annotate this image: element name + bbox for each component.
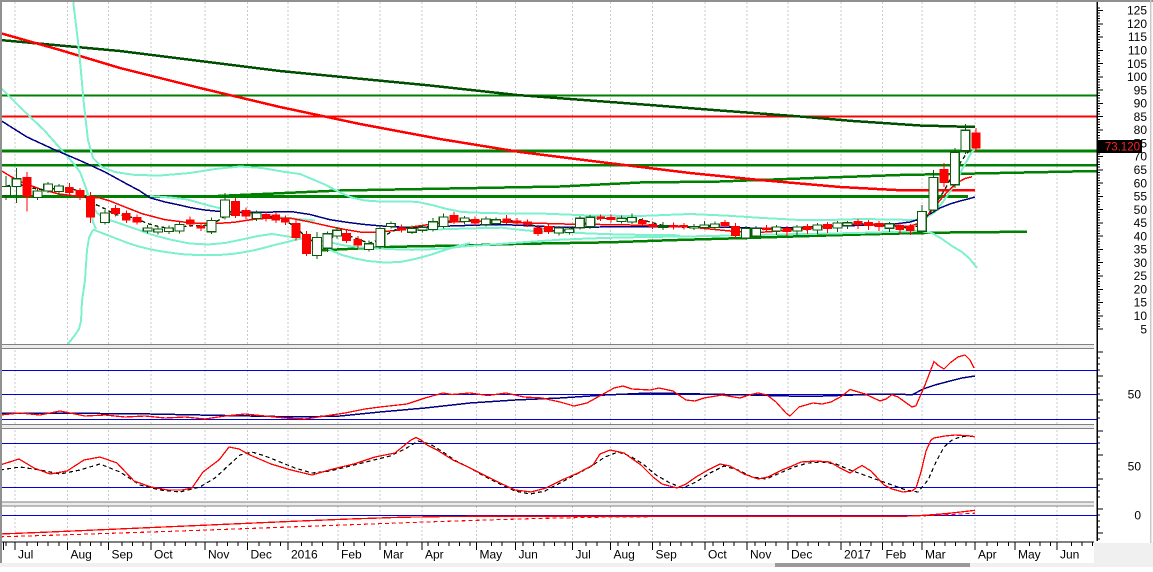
svg-text:50: 50 <box>1134 203 1148 217</box>
svg-text:Mar: Mar <box>925 548 946 562</box>
svg-text:73.120: 73.120 <box>1105 142 1140 154</box>
svg-text:5: 5 <box>1140 322 1147 336</box>
svg-text:Apr: Apr <box>978 548 997 562</box>
svg-text:Sep: Sep <box>656 548 678 562</box>
svg-text:Mar: Mar <box>383 548 404 562</box>
svg-text:35: 35 <box>1134 243 1148 257</box>
svg-text:Jun: Jun <box>519 548 538 562</box>
svg-text:Dec: Dec <box>791 548 812 562</box>
svg-text:100: 100 <box>1127 70 1147 84</box>
svg-text:Oct: Oct <box>708 548 727 562</box>
svg-text:2017: 2017 <box>844 548 871 562</box>
svg-text:Nov: Nov <box>208 548 229 562</box>
svg-text:90: 90 <box>1134 97 1148 111</box>
svg-text:55: 55 <box>1134 190 1148 204</box>
svg-text:110: 110 <box>1128 44 1147 58</box>
svg-text:125: 125 <box>1127 4 1147 18</box>
svg-text:Sep: Sep <box>112 548 134 562</box>
svg-text:0: 0 <box>1134 509 1141 523</box>
svg-text:Aug: Aug <box>614 548 635 562</box>
svg-text:Jul: Jul <box>576 548 591 562</box>
svg-text:80: 80 <box>1134 123 1148 137</box>
svg-text:Jul: Jul <box>18 548 33 562</box>
svg-text:45: 45 <box>1134 216 1148 230</box>
svg-text:Dec: Dec <box>251 548 272 562</box>
svg-text:20: 20 <box>1134 283 1148 297</box>
svg-text:120: 120 <box>1127 17 1147 31</box>
svg-text:Feb: Feb <box>341 548 362 562</box>
svg-text:30: 30 <box>1134 256 1148 270</box>
svg-text:Feb: Feb <box>886 548 907 562</box>
svg-text:70: 70 <box>1134 150 1148 164</box>
svg-text:105: 105 <box>1127 57 1147 71</box>
svg-text:May: May <box>480 548 503 562</box>
svg-text:Oct: Oct <box>154 548 173 562</box>
svg-text:Jun: Jun <box>1060 548 1079 562</box>
svg-text:Aug: Aug <box>71 548 92 562</box>
svg-text:15: 15 <box>1134 296 1148 310</box>
svg-text:25: 25 <box>1134 269 1148 283</box>
svg-text:40: 40 <box>1134 229 1148 243</box>
svg-text:Nov: Nov <box>750 548 771 562</box>
svg-text:10: 10 <box>1134 309 1148 323</box>
svg-text:2016: 2016 <box>291 548 318 562</box>
svg-text:60: 60 <box>1134 176 1148 190</box>
svg-text:65: 65 <box>1134 163 1148 177</box>
svg-text:115: 115 <box>1128 30 1147 44</box>
svg-text:85: 85 <box>1134 110 1148 124</box>
svg-text:50: 50 <box>1128 460 1142 474</box>
svg-text:May: May <box>1018 548 1041 562</box>
svg-text:Apr: Apr <box>425 548 444 562</box>
svg-text:95: 95 <box>1134 83 1148 97</box>
svg-text:50: 50 <box>1128 388 1142 402</box>
